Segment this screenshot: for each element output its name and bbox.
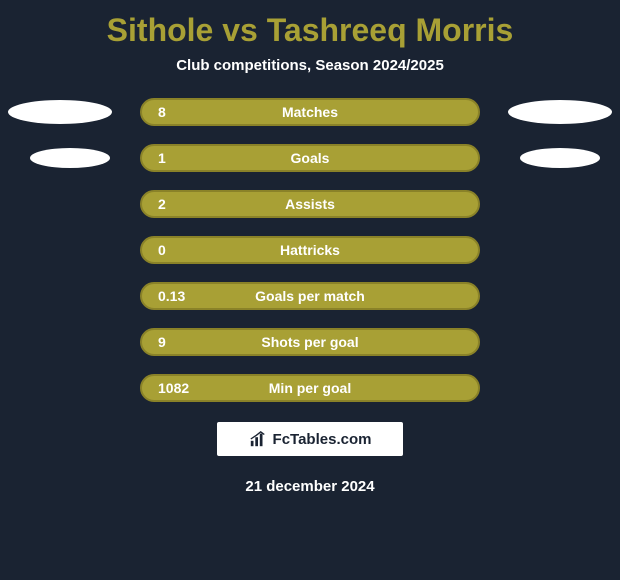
stat-value: 0.13 [158,288,185,304]
left-ellipse-decor [8,100,112,124]
right-ellipse-decor [520,148,600,168]
footer-date: 21 december 2024 [0,478,620,495]
stat-bar: 9 Shots per goal [140,328,480,356]
stat-value: 9 [158,334,166,350]
stat-row: 8 Matches [0,98,620,126]
stat-label: Min per goal [142,380,478,396]
stat-bar: 1 Goals [140,144,480,172]
page-title: Sithole vs Tashreeq Morris [0,0,620,57]
page-subtitle: Club competitions, Season 2024/2025 [0,57,620,98]
stat-row: 1082 Min per goal [0,374,620,402]
stat-bar: 1082 Min per goal [140,374,480,402]
stat-bar: 0 Hattricks [140,236,480,264]
left-ellipse-decor [30,148,110,168]
brand-text: FcTables.com [273,431,372,448]
stat-row: 1 Goals [0,144,620,172]
stat-label: Hattricks [142,242,478,258]
stat-row: 0.13 Goals per match [0,282,620,310]
stat-label: Goals [142,150,478,166]
stats-container: 8 Matches 1 Goals 2 Assists 0 Hattricks … [0,98,620,402]
stat-bar: 2 Assists [140,190,480,218]
brand-badge[interactable]: FcTables.com [215,420,405,458]
stat-row: 2 Assists [0,190,620,218]
stat-value: 2 [158,196,166,212]
stat-row: 0 Hattricks [0,236,620,264]
stat-bar: 8 Matches [140,98,480,126]
stat-label: Goals per match [142,288,478,304]
stat-value: 8 [158,104,166,120]
stat-label: Assists [142,196,478,212]
stat-value: 0 [158,242,166,258]
right-ellipse-decor [508,100,612,124]
stat-label: Matches [142,104,478,120]
stat-row: 9 Shots per goal [0,328,620,356]
stat-value: 1082 [158,380,189,396]
chart-icon [249,430,267,448]
stat-value: 1 [158,150,166,166]
stat-bar: 0.13 Goals per match [140,282,480,310]
stat-label: Shots per goal [142,334,478,350]
